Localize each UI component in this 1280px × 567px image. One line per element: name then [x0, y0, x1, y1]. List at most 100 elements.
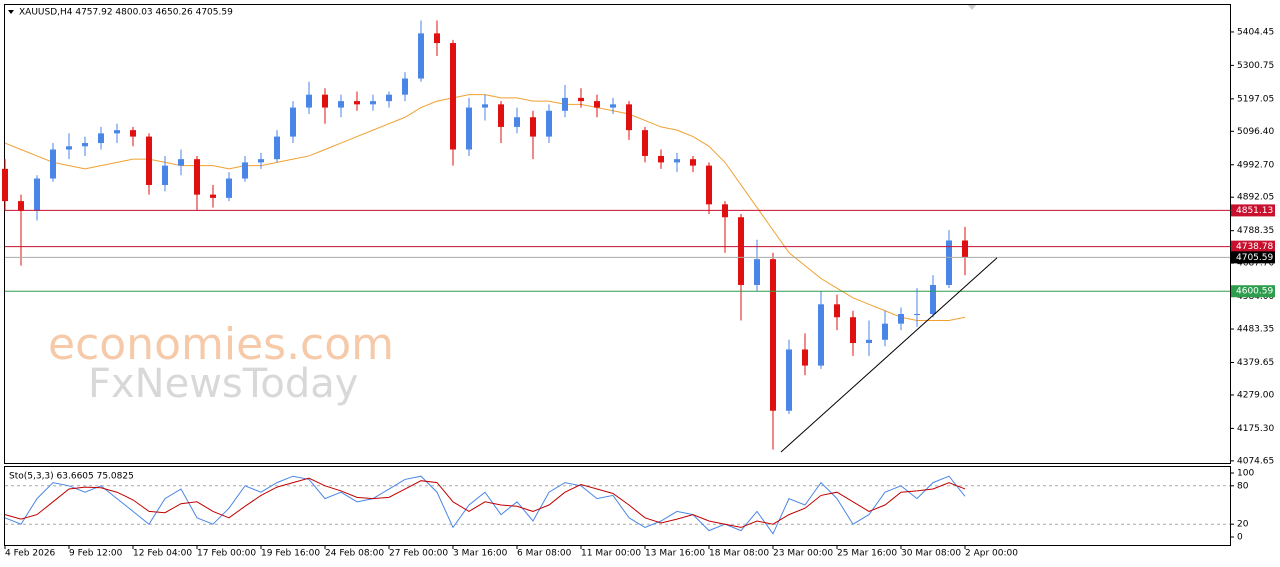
- candle-body: [818, 304, 824, 366]
- candle-body: [418, 33, 424, 79]
- candle-body: [850, 317, 856, 344]
- y-tick-label: 4892.05: [1237, 193, 1274, 203]
- x-tick-label: 23 Mar 00:00: [773, 549, 833, 559]
- candle-body: [498, 104, 504, 127]
- y-tick-label: 5300.75: [1237, 61, 1274, 71]
- x-tick-label: 6 Mar 08:00: [517, 549, 572, 559]
- y-tick-label: 4279.00: [1237, 390, 1274, 400]
- sto-title: Sto(5,3,3) 63.6605 75.0825: [9, 472, 134, 482]
- candle-body: [82, 143, 88, 147]
- price-level-box: [1231, 285, 1275, 298]
- candle-body: [834, 304, 840, 318]
- x-tick-label: 27 Feb 00:00: [389, 549, 448, 559]
- candle-body: [386, 94, 392, 102]
- candle-body: [2, 168, 8, 202]
- price-level-box: [1231, 204, 1275, 217]
- candle-body: [482, 104, 488, 108]
- price-level-box: [1231, 251, 1275, 264]
- menu-arrow: [8, 10, 14, 14]
- candle-body: [514, 117, 520, 127]
- candle-body: [18, 201, 24, 211]
- main-panel: [4, 4, 1231, 464]
- y-tick-label: 0: [1237, 533, 1243, 543]
- y-tick-label: 100: [1237, 469, 1254, 479]
- candle-body: [306, 94, 312, 108]
- x-tick-label: 2 Apr 00:00: [965, 549, 1018, 559]
- candle-body: [434, 33, 440, 44]
- candle-body: [642, 130, 648, 156]
- candle-body: [290, 107, 296, 137]
- y-tick-label: 5096.40: [1237, 127, 1274, 137]
- candle-body: [466, 107, 472, 150]
- x-tick-label: 19 Feb 16:00: [261, 549, 320, 559]
- candle-body: [962, 240, 968, 258]
- candle-body: [578, 97, 584, 102]
- candle-body: [898, 313, 904, 324]
- watermark: economies.com: [48, 319, 394, 370]
- y-tick-label: 4175.30: [1237, 424, 1274, 434]
- candle-body: [658, 155, 664, 163]
- x-tick-label: 17 Feb 00:00: [197, 549, 256, 559]
- candle-body: [354, 101, 360, 105]
- x-tick-label: 30 Mar 08:00: [901, 549, 961, 559]
- candle-body: [738, 217, 744, 285]
- candle-body: [322, 94, 328, 108]
- x-tick-label: 3 Mar 16:00: [453, 549, 508, 559]
- y-tick-label: 20: [1237, 520, 1249, 530]
- candle-body: [370, 101, 376, 105]
- sto-line: [4, 477, 966, 528]
- candle-body: [66, 146, 72, 150]
- candle-body: [802, 349, 808, 366]
- x-tick-label: 9 Feb 12:00: [69, 549, 123, 559]
- y-tick-label: 80: [1237, 481, 1249, 491]
- candle-body: [146, 136, 152, 185]
- y-tick-label: 4788.35: [1237, 226, 1274, 236]
- candle-body: [178, 159, 184, 166]
- x-tick-label: 12 Feb 04:00: [133, 549, 192, 559]
- shift-marker: [968, 5, 976, 10]
- candle-body: [450, 43, 456, 150]
- price-level-label: 4738.78: [1236, 242, 1273, 252]
- candle-body: [258, 159, 264, 163]
- price-level-box: [1231, 240, 1275, 253]
- candle-body: [274, 136, 280, 160]
- candle-body: [98, 133, 104, 144]
- candle-body: [770, 259, 776, 411]
- candle-body: [946, 240, 952, 285]
- candle-body: [690, 159, 696, 166]
- y-tick-label: 5404.45: [1237, 27, 1274, 37]
- candle-body: [610, 104, 616, 108]
- candle-body: [130, 130, 136, 137]
- candle-body: [930, 284, 936, 314]
- candle-body: [530, 117, 536, 137]
- y-tick-label: 4992.70: [1237, 160, 1274, 170]
- candle-body: [162, 165, 168, 185]
- x-tick-label: 18 Mar 08:00: [709, 549, 769, 559]
- sto-panel: [4, 466, 1231, 546]
- candle-body: [706, 165, 712, 205]
- watermark: FxNewsToday: [88, 361, 358, 407]
- y-tick-label: 4074.65: [1237, 456, 1274, 466]
- price-level-label: 4705.59: [1236, 253, 1273, 263]
- candle-body: [50, 149, 56, 179]
- candle-body: [34, 178, 40, 211]
- sto-line: [4, 475, 966, 535]
- candle-body: [866, 339, 872, 344]
- candle-body: [786, 349, 792, 411]
- candle-body: [882, 323, 888, 340]
- candle-body: [754, 259, 760, 285]
- candle-body: [562, 97, 568, 111]
- price-level-label: 4600.59: [1236, 287, 1273, 297]
- candle-body: [626, 104, 632, 131]
- candle-body: [338, 101, 344, 108]
- candle-body: [114, 130, 120, 134]
- y-tick-label: 4379.65: [1237, 358, 1274, 368]
- y-tick-label: 5197.05: [1237, 94, 1274, 104]
- candle-body: [210, 194, 216, 198]
- y-tick-label: 4687.70: [1237, 259, 1274, 269]
- price-level-label: 4851.13: [1236, 206, 1273, 216]
- candle-body: [226, 178, 232, 198]
- x-tick-label: 24 Feb 08:00: [325, 549, 384, 559]
